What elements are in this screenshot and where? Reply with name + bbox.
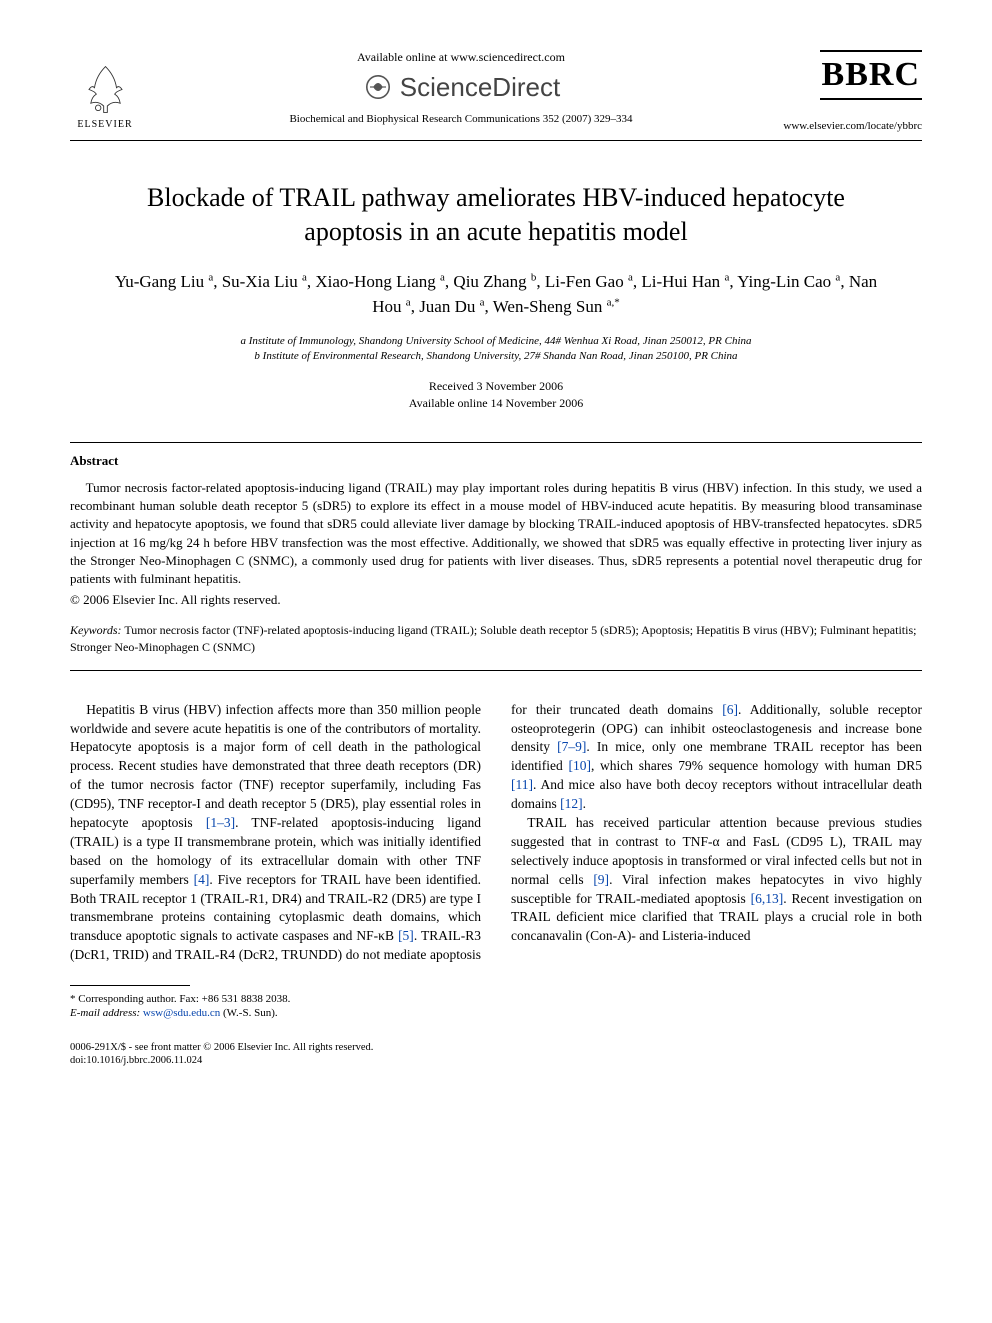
article-title: Blockade of TRAIL pathway ameliorates HB… [110,181,882,249]
available-online-text: Available online at www.sciencedirect.co… [140,50,782,65]
ref-link[interactable]: [6,13] [751,891,784,906]
ref-link[interactable]: [7–9] [557,739,586,754]
elsevier-logo: ELSEVIER [70,50,140,130]
body-text: Hepatitis B virus (HBV) infection affect… [70,701,922,965]
ref-link[interactable]: [12] [560,796,583,811]
footnotes: * Corresponding author. Fax: +86 531 883… [70,992,922,1021]
front-matter-line: 0006-291X/$ - see front matter © 2006 El… [70,1041,922,1055]
keywords-label: Keywords: [70,623,122,637]
ref-link[interactable]: [11] [511,777,533,792]
elsevier-tree-icon [78,62,133,117]
authors-list: Yu-Gang Liu a, Su-Xia Liu a, Xiao-Hong L… [100,269,892,320]
abstract-bottom-rule [70,670,922,671]
ref-link[interactable]: [1–3] [206,815,235,830]
center-header: Available online at www.sciencedirect.co… [140,50,782,125]
journal-url: www.elsevier.com/locate/ybbrc [782,120,922,132]
bbrc-logo: BBRC [820,50,922,100]
ref-link[interactable]: [5] [398,928,414,943]
sciencedirect-brand: ScienceDirect [140,71,782,103]
copyright-line: © 2006 Elsevier Inc. All rights reserved… [70,592,922,608]
sciencedirect-icon [362,71,394,103]
header: ELSEVIER Available online at www.science… [70,50,922,132]
email-address[interactable]: wsw@sdu.edu.cn [143,1007,220,1019]
doi-line: doi:10.1016/j.bbrc.2006.11.024 [70,1054,922,1068]
body-paragraph-2: TRAIL has received particular attention … [511,814,922,946]
ref-link[interactable]: [10] [568,758,591,773]
bbrc-block: BBRC www.elsevier.com/locate/ybbrc [782,50,922,132]
ref-link[interactable]: [6] [722,702,738,717]
ref-link[interactable]: [4] [194,872,210,887]
abstract-heading: Abstract [70,453,922,469]
corresponding-author: * Corresponding author. Fax: +86 531 883… [70,992,922,1006]
email-line: E-mail address: wsw@sdu.edu.cn (W.-S. Su… [70,1006,922,1020]
affiliations: a Institute of Immunology, Shandong Univ… [70,334,922,365]
sciencedirect-label: ScienceDirect [400,72,560,103]
abstract-top-rule [70,442,922,443]
header-rule [70,140,922,141]
footnote-rule [70,985,190,986]
keywords: Keywords: Tumor necrosis factor (TNF)-re… [70,622,922,656]
ref-link[interactable]: [9] [593,872,609,887]
elsevier-label: ELSEVIER [77,119,132,130]
article-dates: Received 3 November 2006 Available onlin… [70,378,922,412]
journal-reference: Biochemical and Biophysical Research Com… [140,113,782,125]
email-label: E-mail address: [70,1007,140,1019]
online-date: Available online 14 November 2006 [70,395,922,412]
footer: 0006-291X/$ - see front matter © 2006 El… [70,1041,922,1068]
received-date: Received 3 November 2006 [70,378,922,395]
affiliation-a: a Institute of Immunology, Shandong Univ… [70,334,922,349]
keywords-text: Tumor necrosis factor (TNF)-related apop… [70,623,916,654]
abstract-text: Tumor necrosis factor-related apoptosis-… [70,479,922,588]
email-author-name: (W.-S. Sun). [223,1007,278,1019]
affiliation-b: b Institute of Environmental Research, S… [70,349,922,364]
